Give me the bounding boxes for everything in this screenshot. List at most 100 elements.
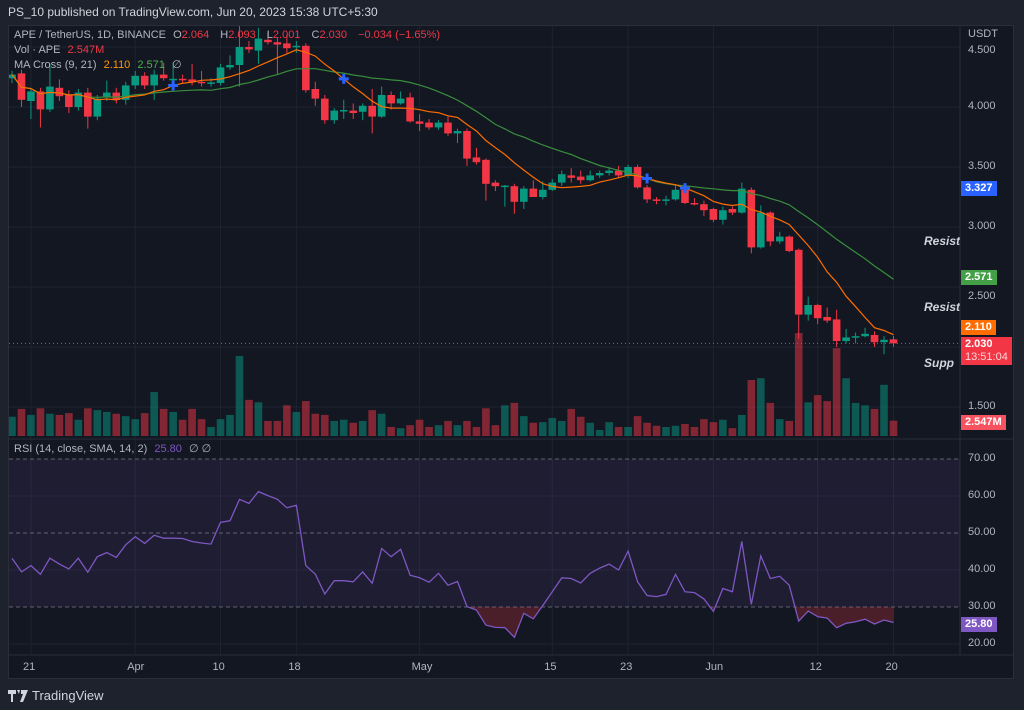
candle-body — [283, 43, 291, 49]
volume-bar — [368, 410, 376, 436]
volume-bar — [605, 422, 613, 436]
ma-fast-badge: 2.110 — [961, 320, 996, 336]
candle-body — [415, 121, 424, 124]
candle-body — [614, 170, 623, 176]
volume-bar — [377, 413, 386, 436]
volume-bar — [738, 414, 746, 436]
candle-body — [178, 78, 187, 81]
rsi-pane — [9, 458, 960, 639]
rsi-tick: 70.00 — [968, 452, 996, 464]
price-unit: USDT — [968, 28, 998, 40]
volume-bar — [463, 420, 471, 436]
candle-body — [709, 209, 718, 220]
volume-bar — [785, 420, 794, 436]
candle-body — [624, 167, 632, 176]
candle-body — [681, 189, 689, 203]
price-tick: 4.000 — [968, 100, 996, 112]
volume-bar — [273, 420, 282, 436]
volume-bar — [624, 426, 632, 436]
volume-bar — [813, 395, 822, 436]
volume-bar — [662, 426, 670, 436]
time-tick: Jun — [705, 661, 724, 673]
tradingview-logo[interactable]: TradingView — [8, 688, 104, 703]
close-label: C — [311, 29, 320, 41]
ma-label: MA Cross (9, 21) — [14, 59, 97, 71]
candle-body — [861, 333, 869, 337]
price-tick: 3.500 — [968, 160, 996, 172]
volume-bar — [254, 402, 263, 436]
volume-bar — [491, 425, 500, 436]
candle-body — [121, 85, 130, 100]
candle-body — [235, 47, 244, 65]
candle-body — [55, 87, 64, 97]
volume-bar — [197, 419, 206, 436]
tradingview-logo-icon — [8, 689, 28, 702]
candle-body — [605, 170, 613, 173]
volume-bar — [339, 419, 348, 436]
volume-label: Vol · APE — [14, 44, 61, 56]
high-label: H — [220, 29, 229, 41]
rsi-legend[interactable]: RSI (14, close, SMA, 14, 2) 25.80 ∅ ∅ — [14, 443, 215, 456]
volume-bars — [9, 333, 898, 436]
publish-header: PS_10 published on TradingView.com, Jun … — [8, 5, 378, 19]
open-label: O — [173, 29, 182, 41]
ma-cross-legend[interactable]: MA Cross (9, 21) 2.110 2.571 ∅ — [14, 59, 186, 72]
candle-body — [870, 335, 879, 343]
volume-bar — [681, 423, 689, 436]
candle-body — [150, 74, 158, 86]
candle-body — [377, 95, 386, 117]
time-tick: 15 — [544, 661, 557, 673]
volume-bar — [880, 384, 888, 436]
time-tick: 21 — [22, 661, 36, 673]
ma-cross-marker — [679, 183, 690, 194]
change-value: −0.034 (−1.65%) — [358, 29, 441, 41]
volume-legend[interactable]: Vol · APE 2.547M — [14, 44, 108, 57]
candle-body — [463, 131, 471, 159]
candle-body — [207, 82, 215, 84]
candle-body — [491, 182, 500, 187]
candle-body — [785, 236, 794, 251]
ma-slow-value: 2.571 — [137, 59, 165, 71]
candle-body — [595, 173, 604, 176]
candle-body — [472, 157, 481, 163]
candle-body — [775, 236, 784, 242]
candle-body — [520, 188, 528, 202]
candle-body — [794, 249, 803, 315]
ma-cross-marker — [642, 173, 653, 184]
candle-body — [889, 339, 898, 344]
volume-bar — [861, 405, 869, 436]
candle-body — [813, 305, 822, 319]
volume-bar — [557, 420, 566, 436]
price-tick: 1.500 — [968, 400, 996, 412]
brand-name: TradingView — [32, 688, 104, 703]
volume-bar — [406, 425, 414, 436]
volume-bar — [709, 422, 718, 436]
volume-bar — [690, 426, 699, 436]
time-tick: 20 — [885, 661, 898, 673]
volume-bar — [794, 333, 803, 436]
candle-body — [880, 339, 888, 343]
volume-bar — [766, 402, 775, 436]
symbol-name: APE / TetherUS, 1D, BINANCE — [14, 29, 167, 41]
candle-body — [434, 122, 443, 128]
candle-body — [832, 319, 841, 341]
candle-body — [169, 78, 177, 81]
low-value: 2.001 — [272, 29, 301, 41]
volume-bar — [93, 410, 102, 436]
ma-fast-value: 2.110 — [103, 59, 131, 71]
volume-bar — [652, 425, 661, 436]
candle-body — [529, 188, 538, 197]
bar-countdown: 13:51:04 — [965, 351, 1008, 364]
volume-bar — [245, 399, 253, 436]
candle-body — [700, 204, 708, 211]
volume-bar — [425, 426, 433, 436]
volume-bar — [870, 408, 879, 436]
candle-body — [557, 174, 566, 183]
volume-badge: 2.547M — [961, 415, 1006, 430]
candle-body — [140, 75, 149, 86]
volume-value: 2.547M — [67, 44, 105, 56]
symbol-legend[interactable]: APE / TetherUS, 1D, BINANCE O2.064 H2.09… — [14, 29, 444, 42]
candle-body — [368, 105, 376, 117]
candle-body — [264, 39, 272, 43]
